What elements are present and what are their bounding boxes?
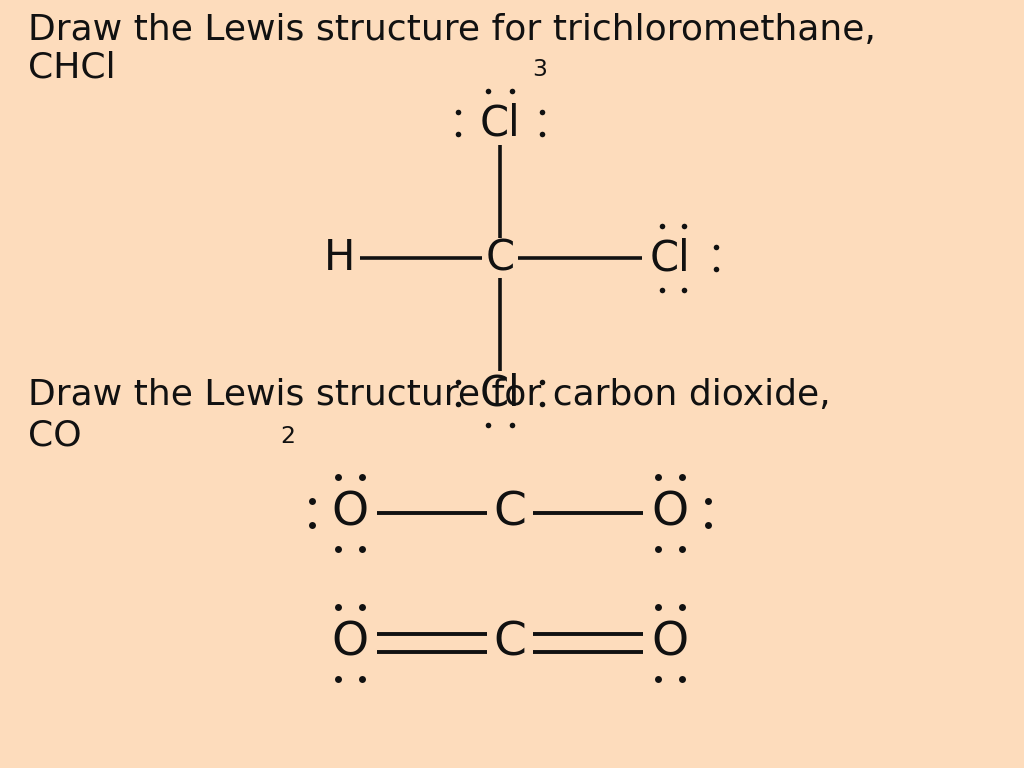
Text: C: C	[485, 237, 515, 279]
Text: Draw the Lewis structure for trichloromethane,: Draw the Lewis structure for trichlorome…	[28, 13, 876, 47]
Text: Draw the Lewis structure for carbon dioxide,: Draw the Lewis structure for carbon diox…	[28, 378, 830, 412]
Text: O: O	[332, 621, 369, 666]
Text: Cl: Cl	[479, 372, 520, 414]
Text: Cl: Cl	[649, 237, 690, 279]
Text: 2: 2	[281, 425, 295, 448]
Text: Cl: Cl	[479, 102, 520, 144]
Text: C: C	[494, 621, 526, 666]
Text: O: O	[651, 621, 688, 666]
Text: CHCl: CHCl	[28, 51, 116, 85]
Text: H: H	[325, 237, 355, 279]
Text: 3: 3	[532, 58, 547, 81]
Text: CO: CO	[28, 418, 82, 452]
Text: O: O	[651, 491, 688, 535]
Text: C: C	[494, 491, 526, 535]
Text: O: O	[332, 491, 369, 535]
